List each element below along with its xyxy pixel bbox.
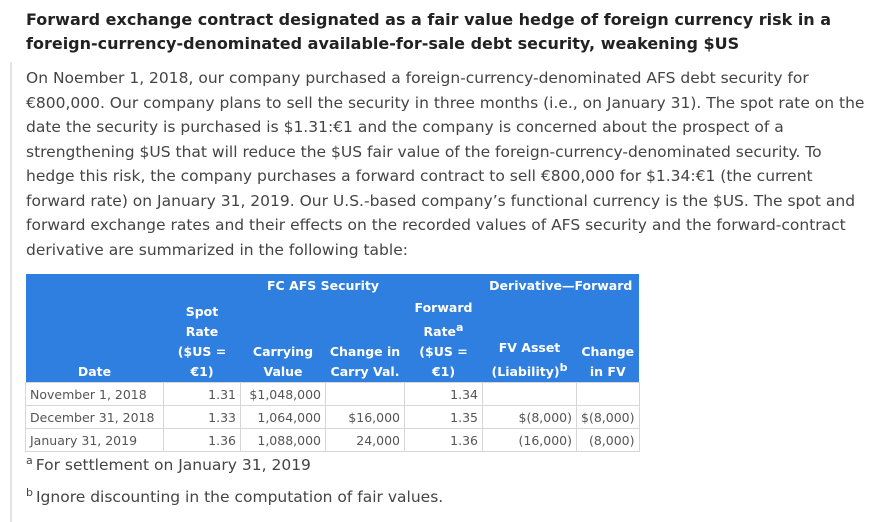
column-header: Date: [25, 298, 164, 383]
column-header: FV Asset (Liability)b: [482, 298, 577, 383]
header-line: Change: [581, 344, 635, 360]
table-cell: 1.31: [163, 382, 241, 407]
footnote-text: Ignore discounting in the computation of…: [35, 488, 444, 507]
table-cell: 1,088,000: [240, 428, 326, 453]
header-line: Change in: [329, 344, 401, 360]
footnote-mark: a: [26, 454, 33, 467]
group-header: FC AFS Security: [163, 274, 483, 298]
table-cell: $16,000: [325, 405, 405, 430]
column-header: Spot Rate ($US = €1): [163, 298, 241, 383]
table-cell: 1.35: [404, 405, 483, 430]
column-header: Change in FV: [576, 298, 639, 383]
column-header-row: Date Spot Rate ($US = €1) Carrying Value Chan…: [25, 298, 639, 383]
table-cell: 24,000: [325, 428, 405, 453]
table-cell: 1.33: [163, 405, 241, 430]
column-header: Carrying Value: [240, 298, 326, 383]
table-row: January 31, 2019 1.36 1,088,000 24,000 1.36(…: [25, 428, 640, 453]
header-line: in FV: [589, 364, 626, 380]
footnote: b Ignore discounting in the computation o…: [26, 486, 443, 506]
quote-bar: [10, 62, 12, 522]
table-cell: 1.36: [163, 428, 241, 453]
footnote-mark: b: [26, 486, 33, 499]
header-cell: [25, 274, 164, 298]
header-line: ($US = €1): [419, 344, 468, 380]
table-cell: 1,064,000: [240, 405, 326, 430]
footnote: a For settlement on January 31, 2019: [26, 454, 311, 474]
paragraph: On Noember 1, 2018, our company purchase…: [26, 69, 865, 259]
header-line: Spot Rate: [185, 304, 219, 340]
footnote-text: For settlement on January 31, 2019: [35, 456, 311, 475]
table-cell: $(8,000): [576, 405, 640, 430]
rates-table: FC AFS Security Derivative—Forward Date Spo…: [25, 274, 640, 453]
header-line: Carrying: [252, 344, 314, 360]
header-line: Forward: [414, 300, 473, 315]
header-line: ($US = €1): [177, 344, 227, 380]
title: Forward exchange contract designated as …: [26, 10, 832, 53]
column-header: Forward Ratea ($US = €1): [404, 298, 483, 383]
header-line: Value: [263, 364, 303, 380]
table-row: December 31, 2018 1.33 1,064,000 $16,000 1.3…: [25, 405, 640, 430]
table-cell: 1.36: [404, 428, 483, 453]
column-header: Change in Carry Val.: [325, 298, 405, 383]
table-cell: January 31, 2019: [25, 428, 164, 453]
table-cell: $1,048,000: [240, 382, 326, 407]
header-line: Rate: [423, 324, 457, 340]
table-cell: December 31, 2018: [25, 405, 164, 430]
table-cell: November 1, 2018: [25, 382, 164, 407]
table-cell: (8,000): [576, 428, 640, 453]
footnote-ref: a: [456, 321, 464, 334]
header-line: FV Asset: [498, 340, 561, 355]
table-cell: (16,000): [482, 428, 577, 453]
empty-cell: [576, 382, 640, 407]
empty-cell: [325, 382, 405, 407]
footnote-ref: b: [559, 361, 568, 374]
table-cell: 1.34: [404, 382, 483, 407]
group-header: Derivative—Forward: [482, 274, 639, 298]
table-row: November 1, 2018 1.31 $1,048,000 1.34: [25, 382, 640, 407]
group-header-row: FC AFS Security Derivative—Forward: [25, 274, 639, 298]
header-line: Carry Val.: [330, 364, 400, 380]
empty-cell: [482, 382, 577, 407]
table-cell: $(8,000): [482, 405, 577, 430]
header-line: Date: [77, 364, 112, 380]
header-line: (Liability): [491, 364, 560, 380]
